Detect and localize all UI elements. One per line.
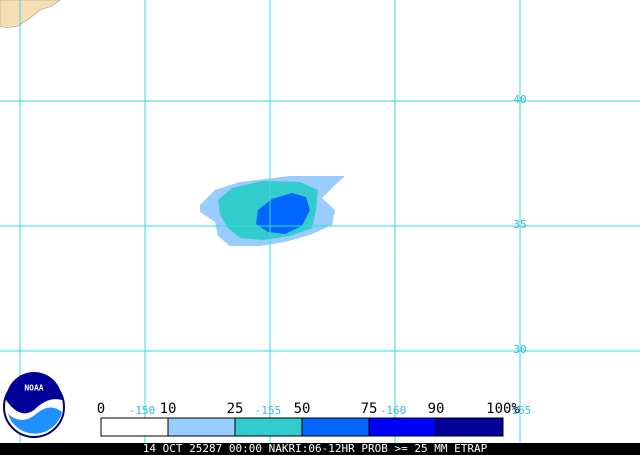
footer-text: 14 OCT 25287 00:00 NAKRI:06-12HR PROB >=… — [143, 442, 488, 455]
legend-swatch — [435, 417, 504, 437]
latitude-label: 40 — [513, 93, 526, 106]
legend-swatch — [368, 417, 437, 437]
legend-label: 75 — [361, 401, 378, 417]
footer-bar — [0, 443, 640, 455]
noaa-logo: NOAA — [3, 372, 65, 438]
legend-swatch — [301, 417, 370, 437]
latitude-label: 30 — [513, 343, 526, 356]
legend-swatch — [100, 417, 169, 437]
logo-text: NOAA — [24, 384, 43, 393]
longitude-label: -155 — [255, 404, 282, 417]
longitude-label: -165 — [505, 404, 532, 417]
longitude-label: -150 — [129, 404, 156, 417]
legend-label: 100% — [486, 401, 520, 417]
legend-label: 90 — [428, 401, 445, 417]
grid — [0, 0, 640, 443]
latitude-label: 35 — [513, 218, 526, 231]
legend-label: 0 — [97, 401, 105, 417]
longitude-label: -160 — [380, 404, 407, 417]
logo-bottom — [8, 407, 62, 434]
logo-top — [6, 372, 62, 414]
legend-label: 10 — [160, 401, 177, 417]
legend-swatch — [234, 417, 303, 437]
legend-label: 50 — [294, 401, 311, 417]
legend-label: 25 — [227, 401, 244, 417]
land — [0, 0, 61, 29]
legend-swatch — [167, 417, 236, 437]
